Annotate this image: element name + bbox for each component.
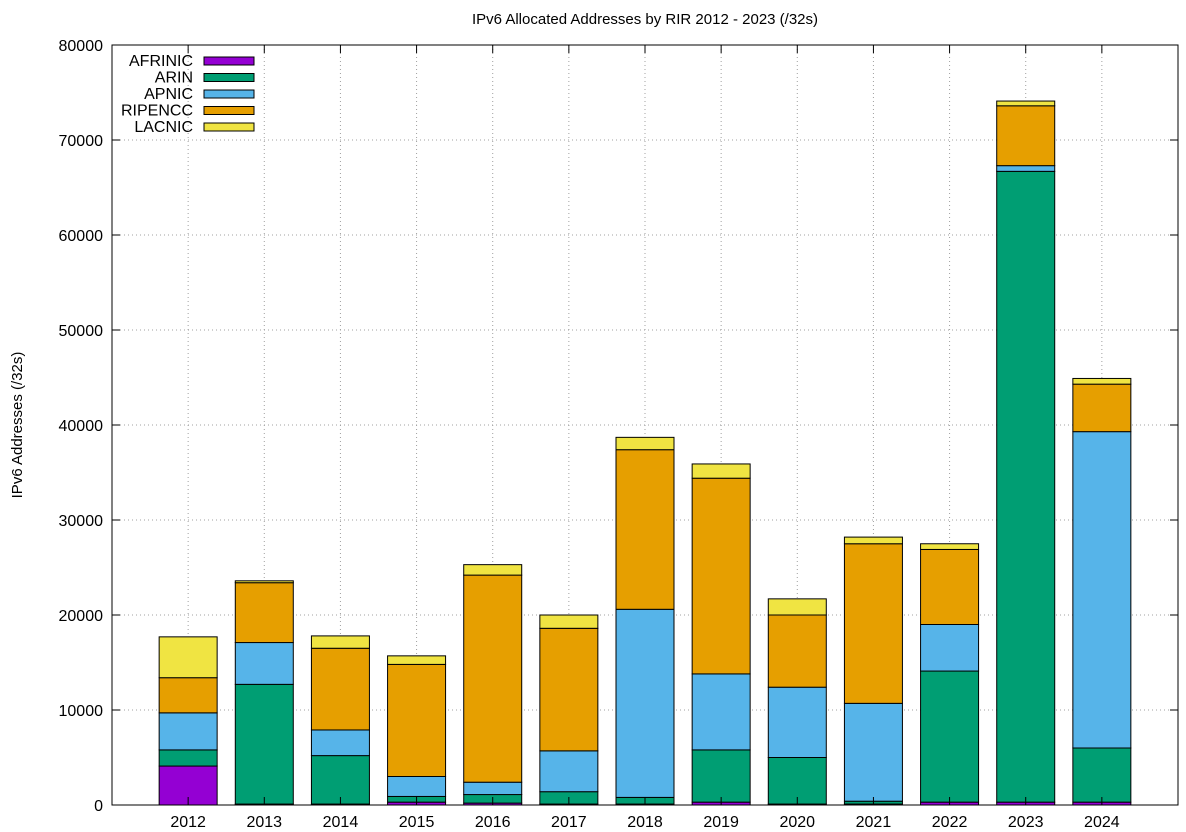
bar-ripencc-2023: [996, 105, 1056, 167]
bar-apnic-2015: [387, 776, 447, 797]
bar-apnic-2021: [843, 702, 903, 802]
y-tick-label: 80000: [59, 38, 104, 55]
bar-apnic-2012: [158, 712, 218, 751]
legend-swatch: [203, 106, 255, 115]
y-tick-label: 50000: [59, 323, 104, 340]
bar-apnic-2022: [920, 624, 980, 672]
legend-swatch: [203, 73, 255, 82]
bar-lacnic-2014: [310, 635, 370, 649]
bar-apnic-2017: [539, 750, 599, 793]
bar-lacnic-2016: [463, 564, 523, 576]
x-tick-label: 2024: [1084, 814, 1120, 831]
bar-lacnic-2015: [387, 655, 447, 665]
x-tick-label: 2013: [246, 814, 282, 831]
x-tick-label: 2018: [627, 814, 663, 831]
bar-ripencc-2015: [387, 663, 447, 778]
bar-arin-2022: [920, 670, 980, 803]
bar-arin-2023: [996, 170, 1056, 803]
x-tick-label: 2020: [779, 814, 815, 831]
bar-apnic-2014: [310, 729, 370, 757]
bar-ripencc-2021: [843, 543, 903, 704]
legend-label: ARIN: [155, 70, 193, 87]
bar-ripencc-2024: [1072, 383, 1132, 433]
x-tick-label: 2019: [703, 814, 739, 831]
bar-apnic-2018: [615, 608, 675, 798]
bar-lacnic-2021: [843, 536, 903, 545]
x-tick-label: 2014: [323, 814, 359, 831]
y-tick-label: 0: [94, 798, 103, 815]
bar-lacnic-2012: [158, 636, 218, 679]
chart-title: IPv6 Allocated Addresses by RIR 2012 - 2…: [472, 11, 818, 28]
bar-lacnic-2022: [920, 543, 980, 550]
bar-arin-2013: [234, 683, 294, 805]
bar-ripencc-2020: [767, 614, 827, 688]
y-tick-label: 40000: [59, 418, 104, 435]
bar-ripencc-2019: [691, 477, 751, 675]
legend-label: RIPENCC: [121, 103, 193, 120]
y-tick-label: 60000: [59, 228, 104, 245]
x-tick-label: 2022: [932, 814, 968, 831]
bar-ripencc-2017: [539, 627, 599, 752]
x-tick-label: 2017: [551, 814, 587, 831]
bar-apnic-2016: [463, 781, 523, 796]
legend-swatch: [203, 122, 255, 132]
bar-arin-2019: [691, 749, 751, 803]
x-tick-label: 2023: [1008, 814, 1044, 831]
bar-apnic-2023: [996, 165, 1056, 172]
legend-swatch: [203, 56, 255, 66]
bar-arin-2012: [158, 749, 218, 767]
bar-apnic-2019: [691, 673, 751, 751]
x-axis-ticks: 2012 2013 2014 2015 2016 2017 2018 2019 2020 2021…: [170, 45, 1120, 831]
y-axis-label: IPv6 Addresses (/32s): [9, 352, 26, 499]
bar-lacnic-2019: [691, 463, 751, 479]
y-tick-label: 10000: [59, 703, 104, 720]
bar-lacnic-2023: [996, 100, 1056, 107]
bar-lacnic-2020: [767, 598, 827, 616]
bar-ripencc-2014: [310, 647, 370, 731]
bar-ripencc-2016: [463, 574, 523, 783]
bar-ripencc-2022: [920, 548, 980, 626]
bar-ripencc-2018: [615, 449, 675, 610]
x-tick-label: 2015: [399, 814, 435, 831]
bar-lacnic-2013: [234, 580, 294, 584]
y-tick-label: 70000: [59, 133, 104, 150]
bar-arin-2024: [1072, 747, 1132, 803]
bar-apnic-2020: [767, 686, 827, 759]
bar-apnic-2013: [234, 642, 294, 685]
bar-lacnic-2024: [1072, 377, 1132, 385]
bar-ripencc-2012: [158, 677, 218, 714]
bar-lacnic-2018: [615, 436, 675, 451]
y-tick-label: 20000: [59, 608, 104, 625]
bar-apnic-2024: [1072, 431, 1132, 749]
x-tick-label: 2021: [856, 814, 892, 831]
bar-ripencc-2013: [234, 582, 294, 644]
legend-label: AFRINIC: [129, 53, 193, 70]
x-tick-label: 2016: [475, 814, 511, 831]
legend-label: LACNIC: [134, 119, 193, 136]
bar-arin-2014: [310, 755, 370, 805]
y-tick-label: 30000: [59, 513, 104, 530]
y-axis-ticks: 0 10000 20000 30000 40000 50000 60000 70000 8000…: [59, 38, 1178, 815]
bar-lacnic-2017: [539, 614, 599, 629]
x-tick-label: 2012: [170, 814, 206, 831]
legend-swatch: [203, 89, 255, 99]
legend-label: APNIC: [144, 86, 193, 103]
bars-group: [158, 100, 1132, 806]
